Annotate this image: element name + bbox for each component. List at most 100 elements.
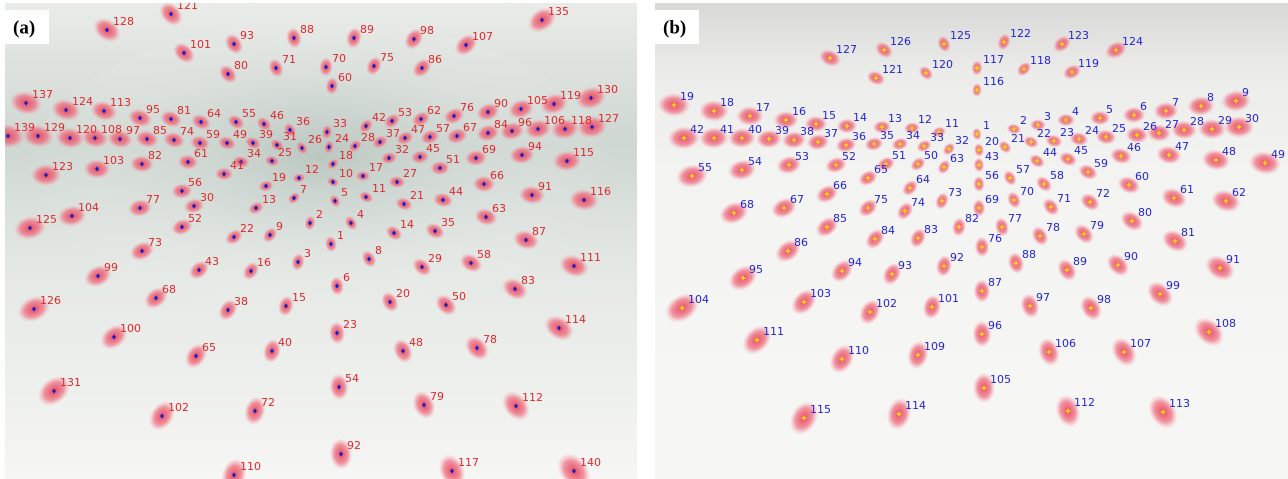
point-label: 3 bbox=[304, 247, 311, 260]
point-label: 46 bbox=[270, 109, 284, 122]
point-label: 61 bbox=[194, 147, 208, 160]
point-label: 72 bbox=[261, 396, 275, 409]
point-label: 74 bbox=[911, 196, 925, 209]
point-label: 69 bbox=[985, 193, 999, 206]
panel-label: (a) bbox=[13, 17, 35, 38]
point-label: 120 bbox=[76, 123, 97, 136]
point-label: 18 bbox=[339, 149, 353, 162]
point-label: 87 bbox=[532, 225, 546, 238]
point-label: 40 bbox=[748, 123, 762, 136]
point-label: 39 bbox=[259, 128, 273, 141]
point-label: 71 bbox=[282, 53, 296, 66]
point-label: 83 bbox=[521, 274, 535, 287]
point-label: 99 bbox=[1166, 279, 1180, 292]
point-label: 38 bbox=[800, 125, 814, 138]
point-label: 32 bbox=[955, 134, 969, 147]
point-label: 46 bbox=[1127, 141, 1141, 154]
panel-b: 1271261251221231241211201171181191161918… bbox=[655, 3, 1288, 479]
point-label: 99 bbox=[104, 261, 118, 274]
point-label: 92 bbox=[347, 439, 361, 452]
point-label: 47 bbox=[411, 123, 425, 136]
point-label: 2 bbox=[316, 208, 323, 221]
point-label: 91 bbox=[1226, 253, 1240, 266]
point-label: 78 bbox=[1046, 221, 1060, 234]
point-label: 98 bbox=[1097, 293, 1111, 306]
panel-label: (b) bbox=[663, 17, 686, 38]
point-label: 119 bbox=[560, 89, 581, 102]
point-label: 82 bbox=[965, 212, 979, 225]
point-label: 3 bbox=[1044, 110, 1051, 123]
point-label: 45 bbox=[426, 142, 440, 155]
point-label: 112 bbox=[522, 391, 543, 404]
point-label: 65 bbox=[202, 341, 216, 354]
point-label: 139 bbox=[14, 121, 35, 134]
point-label: 122 bbox=[1010, 27, 1031, 40]
point-label: 67 bbox=[790, 193, 804, 206]
point-label: 63 bbox=[492, 202, 506, 215]
point-label: 28 bbox=[361, 131, 375, 144]
point-label: 106 bbox=[544, 114, 565, 127]
point-label: 43 bbox=[205, 255, 219, 268]
point-label: 59 bbox=[206, 128, 220, 141]
point-label: 100 bbox=[120, 322, 141, 335]
point-label: 127 bbox=[598, 112, 619, 125]
point-label: 33 bbox=[930, 131, 944, 144]
point-label: 81 bbox=[177, 104, 191, 117]
point-label: 1 bbox=[337, 229, 344, 242]
point-label: 39 bbox=[775, 124, 789, 137]
point-label: 94 bbox=[848, 256, 862, 269]
point-label: 121 bbox=[882, 63, 903, 76]
point-label: 25 bbox=[278, 146, 292, 159]
point-label: 5 bbox=[1106, 103, 1113, 116]
point-label: 21 bbox=[410, 189, 424, 202]
point-label: 51 bbox=[446, 153, 460, 166]
point-label: 11 bbox=[372, 182, 386, 195]
point-label: 119 bbox=[1078, 57, 1099, 70]
point-label: 113 bbox=[110, 96, 131, 109]
point-label: 79 bbox=[1090, 219, 1104, 232]
point-label: 53 bbox=[795, 150, 809, 163]
point-label: 80 bbox=[234, 59, 248, 72]
point-label: 116 bbox=[590, 185, 611, 198]
point-label: 4 bbox=[1072, 105, 1079, 118]
point-label: 8 bbox=[375, 244, 382, 257]
point-label: 96 bbox=[988, 319, 1002, 332]
point-label: 64 bbox=[916, 173, 930, 186]
point-label: 15 bbox=[822, 109, 836, 122]
point-label: 28 bbox=[1190, 115, 1204, 128]
point-label: 70 bbox=[332, 52, 346, 65]
point-label: 52 bbox=[188, 212, 202, 225]
point-label: 135 bbox=[548, 5, 569, 18]
point-label: 14 bbox=[400, 218, 414, 231]
point-label: 13 bbox=[262, 193, 276, 206]
point-label: 13 bbox=[888, 112, 902, 125]
point-label: 14 bbox=[853, 111, 867, 124]
point-label: 48 bbox=[409, 336, 423, 349]
point-label: 101 bbox=[938, 292, 959, 305]
point-label: 40 bbox=[278, 336, 292, 349]
point-label: 125 bbox=[950, 29, 971, 42]
point-label: 89 bbox=[360, 23, 374, 36]
point-label: 69 bbox=[482, 143, 496, 156]
point-label: 66 bbox=[833, 179, 847, 192]
point-label: 47 bbox=[1175, 140, 1189, 153]
point-label: 42 bbox=[690, 123, 704, 136]
point-label: 106 bbox=[1055, 337, 1076, 350]
point-label: 131 bbox=[60, 376, 81, 389]
point-label: 48 bbox=[1222, 145, 1236, 158]
point-label: 114 bbox=[905, 399, 926, 412]
point-label: 27 bbox=[1165, 118, 1179, 131]
point-label: 88 bbox=[300, 23, 314, 36]
point-label: 108 bbox=[1215, 317, 1236, 330]
point-label: 118 bbox=[571, 114, 592, 127]
point-label: 115 bbox=[573, 146, 594, 159]
point-label: 128 bbox=[113, 15, 134, 28]
point-label: 62 bbox=[1232, 186, 1246, 199]
point-label: 103 bbox=[103, 154, 124, 167]
point-label: 127 bbox=[836, 43, 857, 56]
point-label: 93 bbox=[240, 29, 254, 42]
point-label: 70 bbox=[1020, 185, 1034, 198]
point-label: 24 bbox=[1085, 124, 1099, 137]
point-label: 4 bbox=[357, 208, 364, 221]
point-label: 45 bbox=[1074, 144, 1088, 157]
